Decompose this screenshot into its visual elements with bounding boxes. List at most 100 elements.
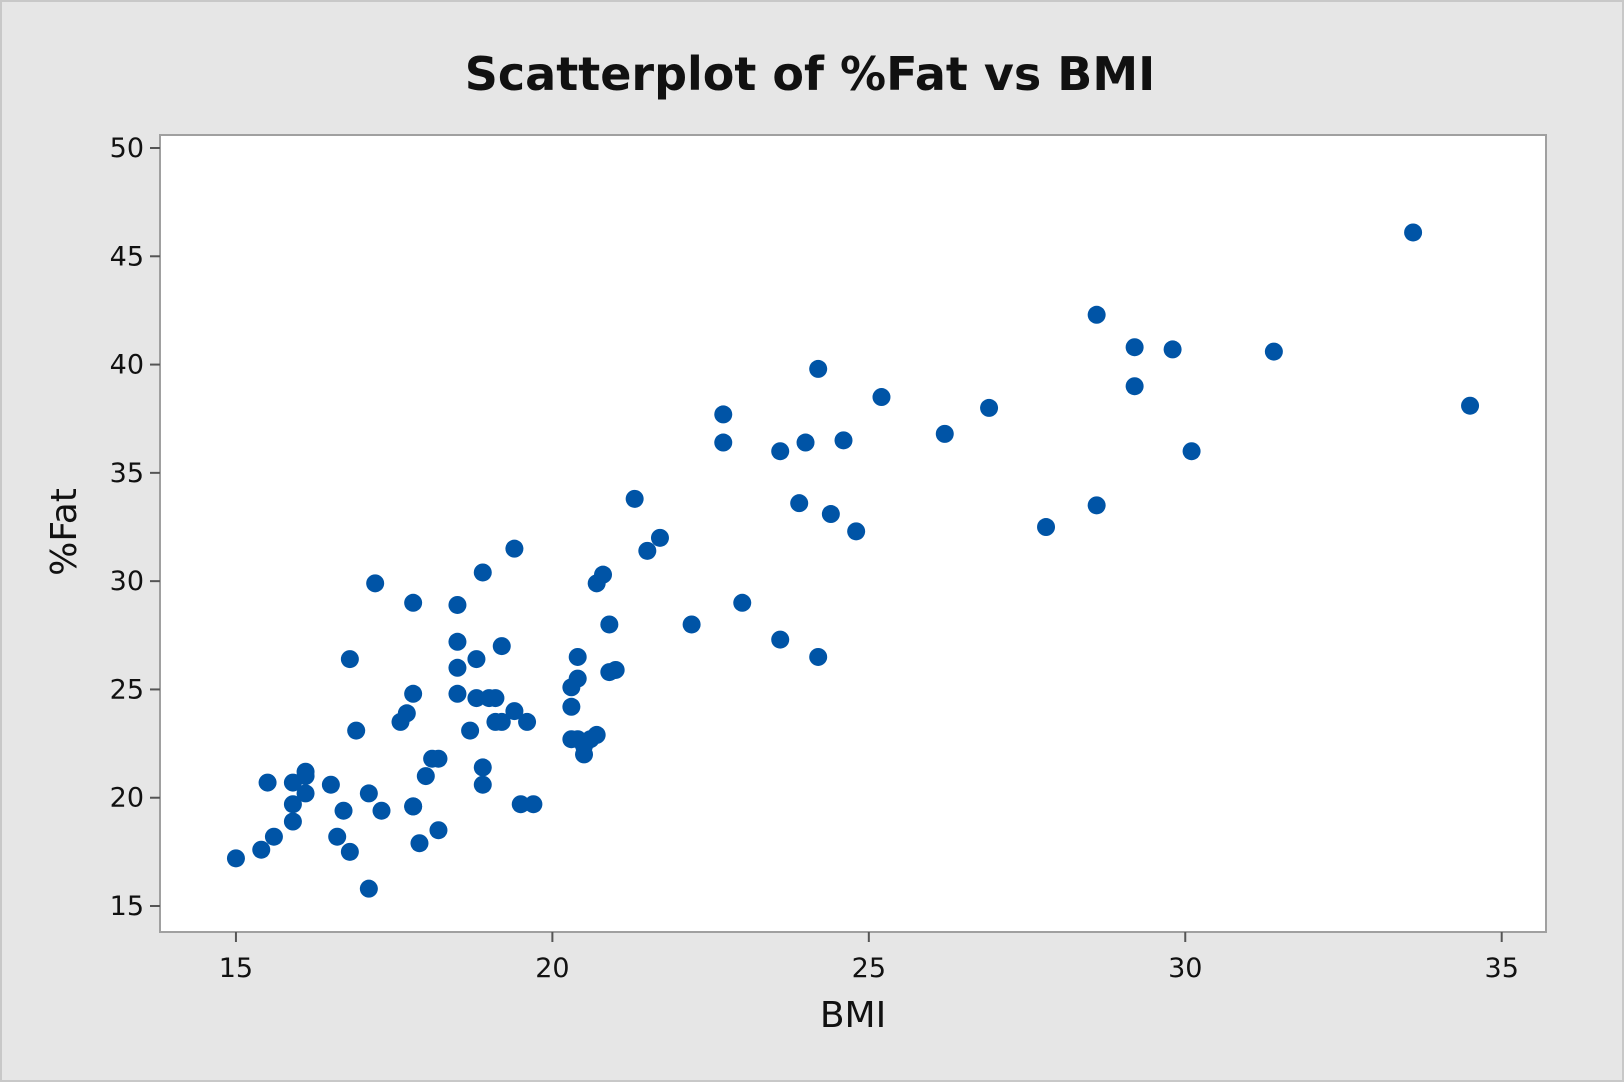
data-point bbox=[486, 689, 505, 708]
data-point bbox=[1087, 496, 1106, 515]
data-point bbox=[226, 849, 245, 868]
data-point bbox=[429, 821, 448, 840]
data-point bbox=[359, 879, 378, 898]
x-tick-label: 30 bbox=[1168, 953, 1202, 984]
data-point bbox=[625, 489, 644, 508]
data-point bbox=[790, 494, 809, 513]
data-point bbox=[252, 840, 271, 859]
data-point bbox=[1461, 396, 1480, 415]
x-axis-title: BMI bbox=[820, 995, 886, 1036]
data-point bbox=[461, 721, 480, 740]
y-tick-label: 25 bbox=[110, 674, 144, 705]
data-point bbox=[283, 812, 302, 831]
data-point bbox=[359, 784, 378, 803]
data-point bbox=[410, 834, 429, 853]
data-point bbox=[283, 795, 302, 814]
data-point bbox=[650, 528, 669, 547]
data-point bbox=[448, 658, 467, 677]
data-point bbox=[606, 660, 625, 679]
data-point bbox=[872, 388, 891, 407]
data-point bbox=[834, 431, 853, 450]
data-point bbox=[492, 637, 511, 656]
data-point bbox=[321, 775, 340, 794]
y-tick-label: 45 bbox=[110, 241, 144, 272]
data-point bbox=[575, 736, 594, 755]
y-tick-label: 20 bbox=[110, 783, 144, 814]
data-point bbox=[980, 398, 999, 417]
y-tick-label: 35 bbox=[110, 458, 144, 489]
data-point bbox=[416, 767, 435, 786]
x-tick-label: 25 bbox=[852, 953, 886, 984]
data-point bbox=[492, 712, 511, 731]
data-point bbox=[467, 650, 486, 669]
data-point bbox=[568, 669, 587, 688]
data-point bbox=[448, 632, 467, 651]
data-point bbox=[448, 595, 467, 614]
data-point bbox=[366, 574, 385, 593]
data-point bbox=[518, 712, 537, 731]
data-point bbox=[733, 593, 752, 612]
x-tick-label: 20 bbox=[535, 953, 569, 984]
data-point bbox=[404, 684, 423, 703]
data-point bbox=[372, 801, 391, 820]
data-point bbox=[404, 797, 423, 816]
data-point bbox=[1163, 340, 1182, 359]
data-point bbox=[714, 405, 733, 424]
data-point bbox=[473, 758, 492, 777]
data-point bbox=[1404, 223, 1423, 242]
data-point bbox=[448, 684, 467, 703]
data-point bbox=[1037, 518, 1056, 537]
y-axis: 15 20 25 30 35 40 45 50 bbox=[110, 133, 160, 922]
data-point bbox=[796, 433, 815, 452]
data-point bbox=[347, 721, 366, 740]
data-point bbox=[258, 773, 277, 792]
data-point bbox=[771, 442, 790, 461]
data-point bbox=[1087, 305, 1106, 324]
data-point bbox=[847, 522, 866, 541]
data-point bbox=[296, 784, 315, 803]
data-point bbox=[682, 615, 701, 634]
data-point bbox=[771, 630, 790, 649]
x-tick-label: 15 bbox=[219, 953, 253, 984]
data-point bbox=[935, 424, 954, 443]
data-points bbox=[226, 223, 1480, 898]
data-point bbox=[467, 689, 486, 708]
data-point bbox=[562, 697, 581, 716]
data-point bbox=[600, 615, 619, 634]
data-point bbox=[1264, 342, 1283, 361]
y-tick-label: 30 bbox=[110, 566, 144, 597]
data-point bbox=[587, 725, 606, 744]
data-point bbox=[473, 775, 492, 794]
data-point bbox=[334, 801, 353, 820]
data-point bbox=[397, 704, 416, 723]
data-point bbox=[594, 565, 613, 584]
chart-title: Scatterplot of %Fat vs BMI bbox=[465, 47, 1155, 101]
data-point bbox=[264, 827, 283, 846]
data-point bbox=[505, 539, 524, 558]
data-point bbox=[340, 842, 359, 861]
data-point bbox=[1125, 338, 1144, 357]
data-point bbox=[473, 563, 492, 582]
data-point bbox=[809, 647, 828, 666]
data-point bbox=[524, 795, 543, 814]
data-point bbox=[568, 647, 587, 666]
data-point bbox=[505, 702, 524, 721]
data-point bbox=[821, 505, 840, 524]
y-axis-title: %Fat bbox=[44, 488, 85, 576]
data-point bbox=[340, 650, 359, 669]
data-point bbox=[328, 827, 347, 846]
data-point bbox=[638, 541, 657, 560]
data-point bbox=[296, 767, 315, 786]
data-point bbox=[404, 593, 423, 612]
data-point bbox=[429, 749, 448, 768]
y-tick-label: 15 bbox=[110, 891, 144, 922]
y-tick-label: 40 bbox=[110, 350, 144, 381]
data-point bbox=[1125, 377, 1144, 396]
y-tick-label: 50 bbox=[110, 133, 144, 164]
data-point bbox=[714, 433, 733, 452]
x-axis: 15 20 25 30 35 bbox=[219, 932, 1519, 984]
data-point bbox=[511, 795, 530, 814]
x-tick-label: 35 bbox=[1485, 953, 1519, 984]
